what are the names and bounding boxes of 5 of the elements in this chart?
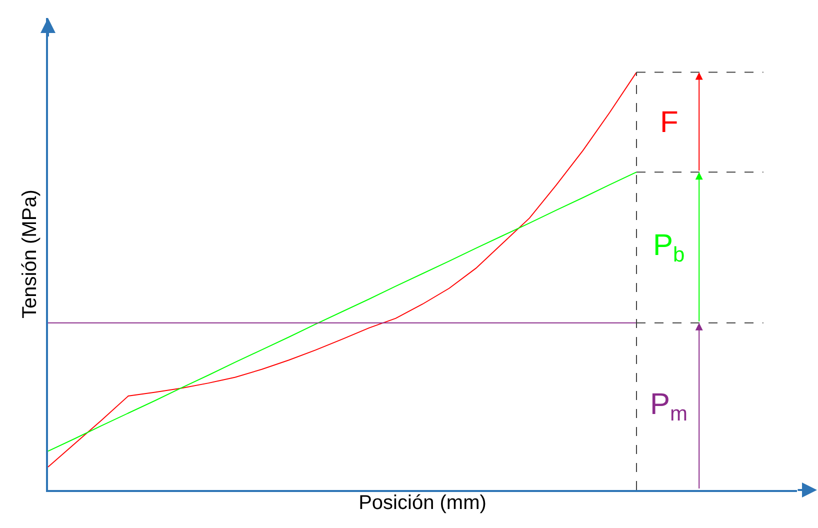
y-axis-title: Tensión (MPa) bbox=[19, 190, 41, 318]
annotation: P$_{b}$ bbox=[653, 229, 685, 266]
annotation: F bbox=[660, 106, 678, 139]
x-axis-title: Posición (mm) bbox=[358, 492, 486, 514]
annotation: P$_{m}$ bbox=[650, 388, 688, 426]
